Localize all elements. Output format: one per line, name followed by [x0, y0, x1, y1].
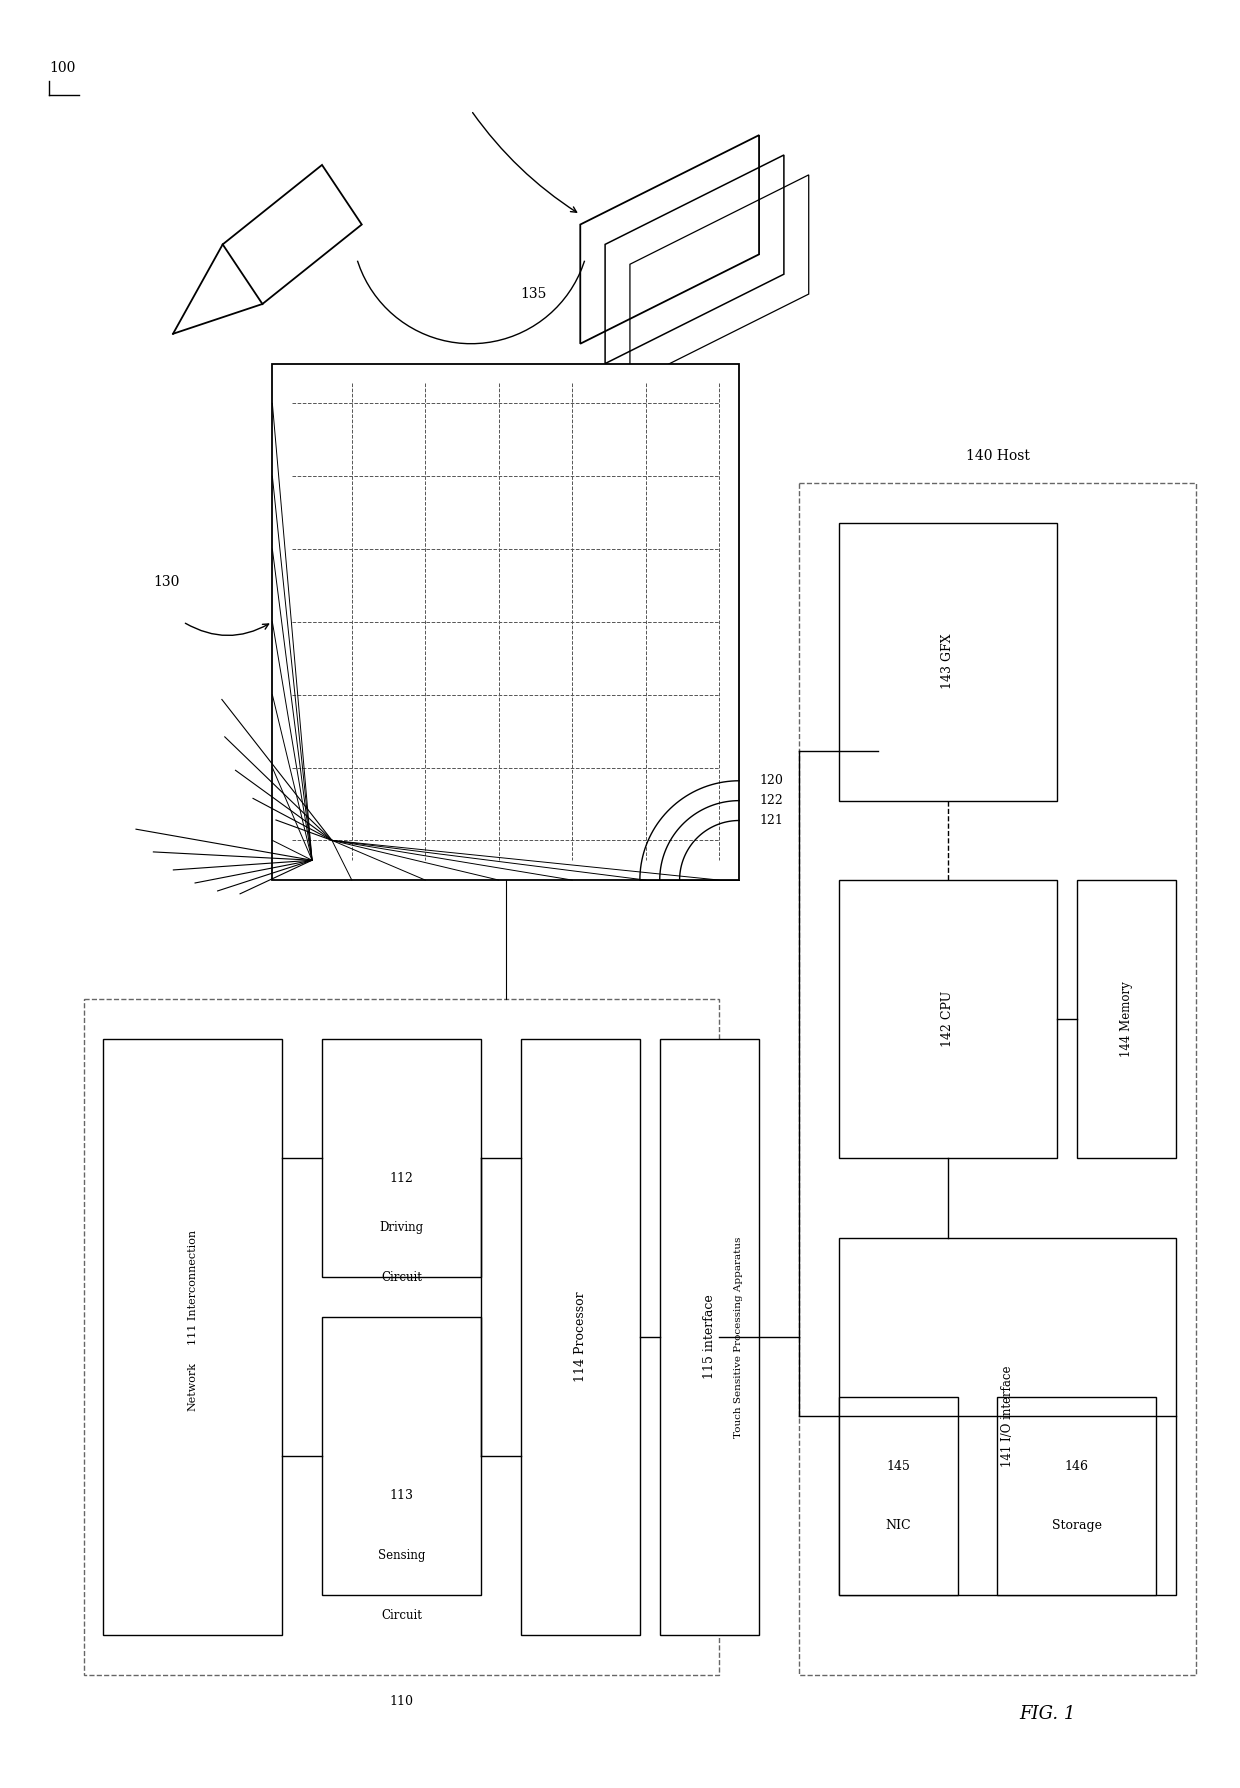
Text: 122: 122 — [759, 794, 782, 806]
Bar — [838, 1396, 957, 1595]
Bar — [521, 1039, 640, 1634]
Bar — [997, 1396, 1157, 1595]
Bar — [273, 363, 739, 880]
Text: 112: 112 — [389, 1171, 413, 1185]
Text: Driving: Driving — [379, 1221, 424, 1234]
Text: 143 GFX: 143 GFX — [941, 633, 955, 690]
Text: Touch Sensitive Processing Apparatus: Touch Sensitive Processing Apparatus — [734, 1236, 743, 1438]
Text: 113: 113 — [389, 1489, 413, 1502]
Text: 120: 120 — [759, 774, 782, 787]
Text: Circuit: Circuit — [381, 1271, 422, 1284]
Text: 144 Memory: 144 Memory — [1120, 982, 1133, 1057]
Bar — [103, 1039, 283, 1634]
Bar — [83, 999, 719, 1675]
Bar — [838, 522, 1056, 801]
Text: Circuit: Circuit — [381, 1609, 422, 1622]
Text: 110: 110 — [389, 1695, 413, 1708]
Text: 135: 135 — [521, 288, 547, 300]
Text: Storage: Storage — [1052, 1520, 1102, 1532]
Text: Sensing: Sensing — [378, 1548, 425, 1563]
Text: 145: 145 — [887, 1459, 910, 1473]
Text: 114 Processor: 114 Processor — [574, 1291, 587, 1382]
Text: 141 I/O interface: 141 I/O interface — [1001, 1366, 1014, 1468]
Bar — [660, 1039, 759, 1634]
Text: Network: Network — [188, 1362, 198, 1411]
Text: 115 interface: 115 interface — [703, 1295, 715, 1379]
Text: 146: 146 — [1065, 1459, 1089, 1473]
Bar — [799, 483, 1197, 1675]
Text: 140 Host: 140 Host — [966, 449, 1029, 463]
Text: 100: 100 — [48, 61, 76, 75]
Text: NIC: NIC — [885, 1520, 911, 1532]
Bar — [838, 880, 1056, 1159]
Bar — [1076, 880, 1177, 1159]
Bar — [322, 1318, 481, 1595]
Text: FIG. 1: FIG. 1 — [1019, 1706, 1075, 1724]
Text: 130: 130 — [154, 576, 180, 588]
Text: 142 CPU: 142 CPU — [941, 991, 955, 1048]
Text: 121: 121 — [759, 814, 782, 828]
Text: 111 Interconnection: 111 Interconnection — [188, 1230, 198, 1345]
Bar — [838, 1237, 1177, 1595]
Bar — [322, 1039, 481, 1277]
